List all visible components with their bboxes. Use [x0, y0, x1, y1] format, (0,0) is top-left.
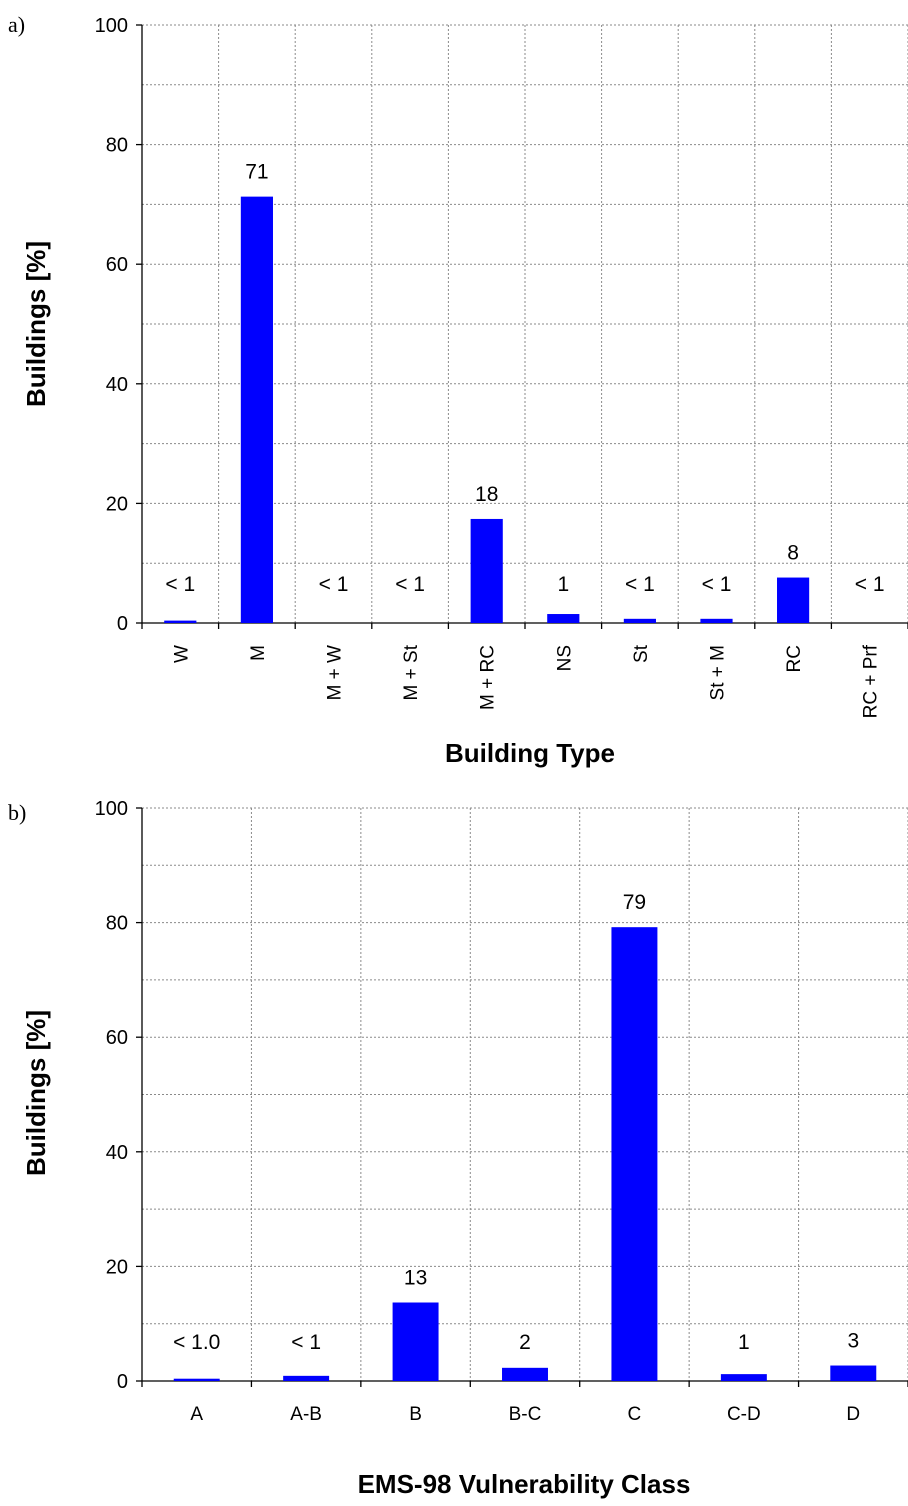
- data-label-a: < 1: [165, 573, 195, 596]
- x-tick-label-b: A: [190, 1404, 203, 1425]
- x-tick-label-a: St + M: [708, 645, 729, 700]
- data-label-a: 18: [475, 483, 498, 506]
- data-label-b: < 1.0: [173, 1331, 220, 1354]
- data-label-a: < 1: [395, 573, 425, 596]
- x-tick-label-b: D: [846, 1404, 860, 1425]
- bar-a: [240, 196, 273, 623]
- data-label-a: < 1: [319, 573, 349, 596]
- bar-b: [720, 1374, 767, 1381]
- y-tick-label-a: 60: [106, 254, 128, 276]
- y-tick-label-b: 40: [106, 1142, 128, 1164]
- x-tick-label-a: NS: [554, 645, 575, 671]
- data-label-a: 71: [245, 161, 268, 184]
- y-tick-label-a: 20: [106, 493, 128, 515]
- x-tick-label-a: St: [631, 644, 652, 663]
- data-label-a: < 1: [625, 573, 655, 596]
- bar-a: [164, 620, 197, 623]
- x-tick-label-a: W: [171, 645, 192, 663]
- y-tick-label-a: 40: [106, 374, 128, 396]
- x-axis-title-a: Building Type: [445, 738, 615, 768]
- data-label-b: 3: [847, 1330, 859, 1353]
- y-tick-label-b: 60: [106, 1027, 128, 1049]
- data-label-a: < 1: [855, 573, 885, 596]
- x-tick-label-b: B-C: [509, 1404, 542, 1425]
- x-tick-label-a: RC: [784, 645, 805, 672]
- bar-a: [700, 618, 733, 623]
- y-tick-label-b: 0: [117, 1371, 128, 1393]
- x-tick-label-a: M + St: [401, 644, 422, 700]
- x-axis-title-b: EMS-98 Vulnerability Class: [358, 1469, 691, 1499]
- x-tick-label-b: C-D: [727, 1404, 761, 1425]
- x-tick-label-b: B: [409, 1404, 422, 1425]
- panel-label-b: b): [8, 800, 26, 825]
- y-axis-title-b: Buildings [%]: [21, 1010, 51, 1176]
- x-tick-label-a: M + W: [325, 645, 346, 700]
- y-tick-label-a: 0: [117, 613, 128, 635]
- chart-a: a) Buildings [%] Building Type 0 20 40 60 80…: [8, 12, 908, 768]
- y-tick-label-b: 80: [106, 913, 128, 935]
- data-label-b: 2: [519, 1331, 531, 1354]
- x-tick-label-a: M: [248, 645, 269, 661]
- data-label-b: 13: [404, 1266, 427, 1289]
- x-tick-label-a: M + RC: [478, 645, 499, 710]
- y-tick-label-a: 80: [106, 135, 128, 157]
- bar-b: [611, 927, 658, 1381]
- bar-a: [777, 577, 810, 623]
- bar-a: [547, 614, 580, 623]
- bar-b: [830, 1365, 877, 1381]
- y-tick-label-b: 100: [95, 798, 128, 820]
- bar-b: [283, 1375, 330, 1381]
- data-label-a: 1: [557, 573, 569, 596]
- x-tick-label-b: C: [628, 1404, 642, 1425]
- data-label-b: < 1: [291, 1331, 321, 1354]
- data-label-b: 79: [623, 891, 646, 914]
- data-label-a: 8: [787, 542, 799, 565]
- data-label-b: 1: [738, 1331, 750, 1354]
- x-tick-label-b: A-B: [290, 1404, 322, 1425]
- chart-b: b) Buildings [%] EMS-98 Vulnerability Cl…: [8, 798, 908, 1499]
- x-tick-label-a: RC + Prf: [861, 644, 882, 718]
- y-tick-label-b: 20: [106, 1256, 128, 1278]
- bar-a: [470, 518, 503, 623]
- bar-b: [173, 1378, 220, 1381]
- y-tick-label-a: 100: [95, 15, 128, 37]
- y-axis-title-a: Buildings [%]: [21, 241, 51, 407]
- bar-a: [623, 618, 656, 623]
- data-label-a: < 1: [702, 573, 732, 596]
- bar-b: [392, 1302, 439, 1381]
- panel-label-a: a): [8, 12, 25, 37]
- bar-b: [502, 1367, 548, 1381]
